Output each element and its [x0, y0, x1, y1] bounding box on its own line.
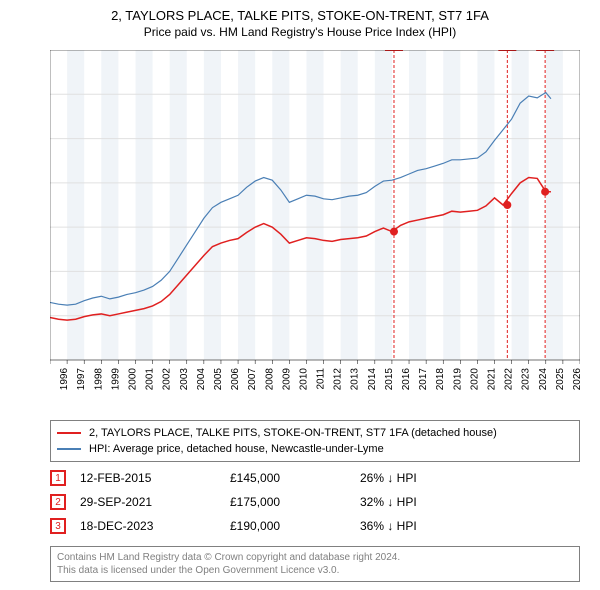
svg-text:1998: 1998 — [93, 368, 104, 391]
transaction-marker-icon: 1 — [50, 470, 66, 486]
legend: 2, TAYLORS PLACE, TALKE PITS, STOKE-ON-T… — [50, 420, 580, 462]
footer-line: Contains HM Land Registry data © Crown c… — [57, 551, 573, 564]
svg-text:2011: 2011 — [316, 368, 327, 390]
svg-text:2015: 2015 — [384, 368, 395, 391]
legend-label: HPI: Average price, detached house, Newc… — [89, 443, 384, 455]
svg-text:2026: 2026 — [572, 368, 580, 391]
legend-row: HPI: Average price, detached house, Newc… — [57, 441, 573, 457]
legend-swatch — [57, 432, 81, 434]
svg-text:2013: 2013 — [350, 368, 361, 391]
footer: Contains HM Land Registry data © Crown c… — [50, 546, 580, 582]
svg-text:2025: 2025 — [555, 368, 566, 391]
legend-label: 2, TAYLORS PLACE, TALKE PITS, STOKE-ON-T… — [89, 427, 497, 439]
svg-text:2003: 2003 — [179, 368, 190, 391]
svg-text:2010: 2010 — [298, 368, 309, 391]
svg-text:2014: 2014 — [367, 368, 378, 391]
svg-text:1995: 1995 — [50, 368, 53, 391]
svg-text:2022: 2022 — [504, 368, 515, 391]
transaction-delta: 32% ↓ HPI — [360, 495, 480, 509]
svg-text:2000: 2000 — [127, 368, 138, 391]
svg-text:2001: 2001 — [145, 368, 156, 391]
transaction-price: £175,000 — [230, 495, 360, 509]
svg-text:2023: 2023 — [521, 368, 532, 391]
svg-text:1997: 1997 — [76, 368, 87, 391]
legend-row: 2, TAYLORS PLACE, TALKE PITS, STOKE-ON-T… — [57, 425, 573, 441]
transaction-row: 1 12-FEB-2015 £145,000 26% ↓ HPI — [50, 466, 580, 490]
svg-text:2012: 2012 — [333, 368, 344, 391]
transaction-marker-icon: 3 — [50, 518, 66, 534]
footer-line: This data is licensed under the Open Gov… — [57, 564, 573, 577]
title-subtitle: Price paid vs. HM Land Registry's House … — [0, 25, 600, 39]
transaction-marker-icon: 2 — [50, 494, 66, 510]
transaction-date: 12-FEB-2015 — [80, 471, 230, 485]
transaction-date: 29-SEP-2021 — [80, 495, 230, 509]
svg-text:2007: 2007 — [247, 368, 258, 391]
title-block: 2, TAYLORS PLACE, TALKE PITS, STOKE-ON-T… — [0, 0, 600, 39]
title-address: 2, TAYLORS PLACE, TALKE PITS, STOKE-ON-T… — [0, 8, 600, 23]
svg-text:2016: 2016 — [401, 368, 412, 391]
transaction-row: 2 29-SEP-2021 £175,000 32% ↓ HPI — [50, 490, 580, 514]
svg-text:2019: 2019 — [452, 368, 463, 391]
svg-text:2018: 2018 — [435, 368, 446, 391]
svg-text:2024: 2024 — [538, 368, 549, 391]
svg-text:2002: 2002 — [162, 368, 173, 391]
svg-text:1999: 1999 — [110, 368, 121, 391]
transaction-price: £190,000 — [230, 519, 360, 533]
svg-text:2009: 2009 — [281, 368, 292, 391]
svg-text:2004: 2004 — [196, 368, 207, 391]
transaction-price: £145,000 — [230, 471, 360, 485]
transaction-date: 18-DEC-2023 — [80, 519, 230, 533]
legend-swatch — [57, 448, 81, 450]
svg-text:2005: 2005 — [213, 368, 224, 391]
transactions-table: 1 12-FEB-2015 £145,000 26% ↓ HPI 2 29-SE… — [50, 466, 580, 538]
chart: £0£50K£100K£150K£200K£250K£300K£350K1995… — [50, 50, 580, 390]
svg-text:1996: 1996 — [59, 368, 70, 391]
transaction-delta: 26% ↓ HPI — [360, 471, 480, 485]
svg-text:2017: 2017 — [418, 368, 429, 391]
svg-text:2006: 2006 — [230, 368, 241, 391]
transaction-row: 3 18-DEC-2023 £190,000 36% ↓ HPI — [50, 514, 580, 538]
transaction-delta: 36% ↓ HPI — [360, 519, 480, 533]
svg-text:2020: 2020 — [469, 368, 480, 391]
svg-text:2021: 2021 — [487, 368, 498, 391]
chart-svg: £0£50K£100K£150K£200K£250K£300K£350K1995… — [50, 50, 580, 420]
svg-text:2008: 2008 — [264, 368, 275, 391]
